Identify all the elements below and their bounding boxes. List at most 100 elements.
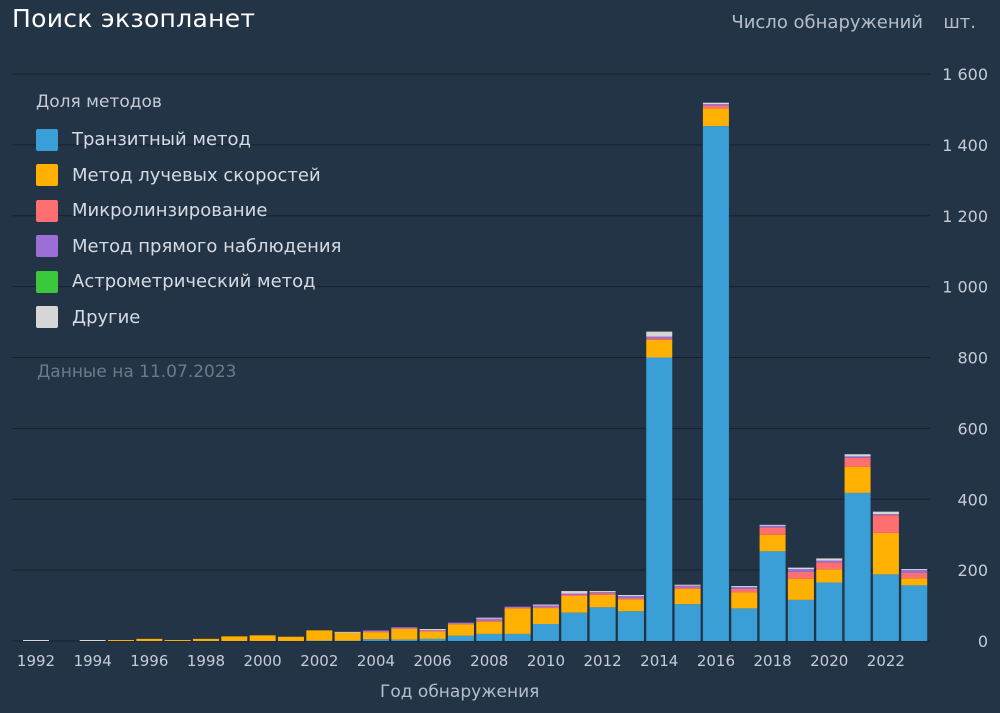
- bar-segment[interactable]: [702, 105, 729, 109]
- bar-segment[interactable]: [504, 606, 531, 608]
- bar-segment[interactable]: [362, 630, 389, 632]
- bar-segment[interactable]: [362, 639, 389, 641]
- legend-item-other[interactable]: Другие: [36, 300, 341, 336]
- bar-segment[interactable]: [872, 574, 899, 641]
- bar-segment[interactable]: [674, 587, 701, 589]
- bar-segment[interactable]: [901, 572, 928, 579]
- bar-segment[interactable]: [447, 624, 474, 636]
- bar-segment[interactable]: [589, 607, 616, 641]
- bar-segment[interactable]: [419, 638, 446, 641]
- bar-segment[interactable]: [476, 621, 503, 634]
- bar-segment[interactable]: [674, 604, 701, 641]
- bar-segment[interactable]: [731, 588, 758, 593]
- bar-segment[interactable]: [872, 511, 899, 515]
- bar-segment[interactable]: [702, 126, 729, 641]
- bar-segment[interactable]: [844, 466, 871, 493]
- bar-segment[interactable]: [391, 639, 418, 641]
- bar-segment[interactable]: [79, 640, 106, 641]
- bar-segment[interactable]: [447, 635, 474, 641]
- bar-segment[interactable]: [532, 623, 559, 641]
- bar-segment[interactable]: [447, 622, 474, 624]
- bar-segment[interactable]: [844, 492, 871, 641]
- bar-segment[interactable]: [447, 623, 474, 625]
- bar-segment[interactable]: [617, 598, 644, 600]
- bar-segment[interactable]: [816, 569, 843, 583]
- bar-segment[interactable]: [476, 620, 503, 622]
- bar-segment[interactable]: [561, 612, 588, 641]
- bar-segment[interactable]: [646, 338, 673, 340]
- legend-item-radial-velocity[interactable]: Метод лучевых скоростей: [36, 158, 341, 194]
- bar-segment[interactable]: [759, 551, 786, 641]
- bar-segment[interactable]: [731, 587, 758, 589]
- bar-segment[interactable]: [646, 331, 673, 337]
- bar-segment[interactable]: [164, 640, 191, 641]
- bar-segment[interactable]: [306, 630, 333, 641]
- bar-segment[interactable]: [249, 635, 276, 641]
- bar-segment[interactable]: [532, 607, 559, 609]
- bar-segment[interactable]: [844, 457, 871, 467]
- bar-segment[interactable]: [419, 629, 446, 631]
- bar-segment[interactable]: [844, 454, 871, 457]
- bar-segment[interactable]: [816, 562, 843, 570]
- bar-segment[interactable]: [759, 534, 786, 552]
- bar-segment[interactable]: [504, 608, 531, 634]
- bar-segment[interactable]: [419, 630, 446, 632]
- bar-segment[interactable]: [674, 588, 701, 605]
- bar-segment[interactable]: [617, 611, 644, 641]
- bar-segment[interactable]: [731, 592, 758, 609]
- bar-segment[interactable]: [674, 585, 701, 588]
- bar-segment[interactable]: [759, 524, 786, 526]
- bar-segment[interactable]: [844, 456, 871, 458]
- bar-segment[interactable]: [617, 594, 644, 596]
- bar-segment[interactable]: [277, 636, 304, 641]
- bar-segment[interactable]: [532, 605, 559, 608]
- bar-segment[interactable]: [476, 618, 503, 621]
- legend-item-microlensing[interactable]: Микролинзирование: [36, 193, 341, 229]
- bar-segment[interactable]: [617, 595, 644, 599]
- bar-segment[interactable]: [504, 633, 531, 641]
- bar-segment[interactable]: [872, 514, 899, 516]
- bar-segment[interactable]: [787, 567, 814, 570]
- bar-segment[interactable]: [872, 532, 899, 575]
- bar-segment[interactable]: [419, 629, 446, 631]
- bar-segment[interactable]: [391, 628, 418, 640]
- bar-segment[interactable]: [617, 599, 644, 612]
- bar-segment[interactable]: [674, 584, 701, 586]
- bar-segment[interactable]: [702, 108, 729, 127]
- bar-segment[interactable]: [787, 571, 814, 579]
- bar-segment[interactable]: [759, 527, 786, 535]
- legend-item-direct-imaging[interactable]: Метод прямого наблюдения: [36, 229, 341, 265]
- bar-segment[interactable]: [561, 594, 588, 596]
- bar-segment[interactable]: [589, 591, 616, 593]
- bar-segment[interactable]: [107, 640, 134, 641]
- bar-segment[interactable]: [334, 632, 361, 641]
- bar-segment[interactable]: [561, 591, 588, 594]
- bar-segment[interactable]: [391, 627, 418, 629]
- bar-segment[interactable]: [362, 631, 389, 633]
- bar-segment[interactable]: [532, 604, 559, 606]
- bar-segment[interactable]: [504, 607, 531, 609]
- bar-segment[interactable]: [136, 638, 163, 641]
- legend-item-astrometry[interactable]: Астрометрический метод: [36, 264, 341, 300]
- bar-segment[interactable]: [816, 582, 843, 641]
- bar-segment[interactable]: [419, 631, 446, 639]
- bar-segment[interactable]: [532, 608, 559, 624]
- bar-segment[interactable]: [901, 570, 928, 573]
- bar-segment[interactable]: [561, 595, 588, 613]
- bar-segment[interactable]: [731, 586, 758, 588]
- bar-segment[interactable]: [589, 594, 616, 608]
- bar-segment[interactable]: [334, 631, 361, 633]
- bar-segment[interactable]: [702, 102, 729, 105]
- bar-segment[interactable]: [646, 336, 673, 339]
- bar-segment[interactable]: [362, 632, 389, 640]
- bar-segment[interactable]: [787, 578, 814, 600]
- bar-segment[interactable]: [702, 104, 729, 106]
- bar-segment[interactable]: [589, 593, 616, 595]
- bar-segment[interactable]: [901, 569, 928, 571]
- bar-segment[interactable]: [646, 357, 673, 642]
- bar-segment[interactable]: [391, 627, 418, 629]
- bar-segment[interactable]: [23, 640, 49, 641]
- bar-segment[interactable]: [476, 633, 503, 641]
- bar-segment[interactable]: [816, 560, 843, 563]
- bar-segment[interactable]: [787, 569, 814, 572]
